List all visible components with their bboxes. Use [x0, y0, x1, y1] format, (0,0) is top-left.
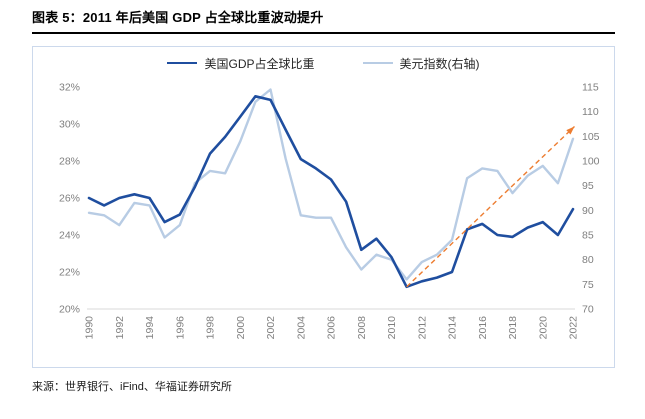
left-axis-tick: 22% — [59, 267, 80, 279]
x-axis-tick: 1994 — [144, 316, 156, 340]
x-axis-tick: 2014 — [447, 316, 459, 340]
x-axis-tick: 2006 — [326, 316, 338, 340]
legend-label-dollar-index: 美元指数(右轴) — [399, 56, 480, 71]
left-axis-tick: 32% — [59, 82, 80, 94]
chart-legend: 美国GDP占全球比重 美元指数(右轴) — [33, 55, 614, 71]
x-axis-tick: 1998 — [205, 316, 217, 340]
right-axis-tick: 85 — [582, 230, 594, 242]
right-axis-tick: 90 — [582, 205, 594, 217]
dollar-index-line-swatch — [362, 61, 393, 65]
line-chart: 20% 22% 24% 26% 28% 30% 32% 70 75 80 85 90 95 100 105 1… — [59, 82, 600, 340]
x-axis-tick: 1996 — [174, 316, 186, 340]
dollar-index-line — [87, 88, 575, 281]
x-axis-tick: 2010 — [386, 316, 398, 340]
right-axis-tick: 105 — [582, 131, 600, 143]
left-axis-tick: 26% — [59, 193, 80, 205]
x-axis-tick: 2020 — [537, 316, 549, 340]
x-axis-tick: 2008 — [356, 316, 368, 340]
left-axis-tick: 28% — [59, 156, 80, 168]
right-axis-tick: 110 — [582, 106, 599, 118]
x-axis-tick: 1990 — [84, 316, 96, 340]
chart-panel: 美国GDP占全球比重 美元指数(右轴) 20% 22% 24% 26% 28% 30% 32… — [32, 46, 615, 368]
left-axis-tick: 30% — [59, 119, 80, 131]
right-axis-tick: 115 — [582, 82, 599, 94]
trend-arrow-line — [406, 125, 575, 288]
x-axis-tick: 2004 — [295, 316, 307, 340]
left-axis-tick: 24% — [59, 230, 80, 242]
source-note: 来源：世界银行、iFind、华福证券研究所 — [32, 381, 232, 393]
legend-item-dollar-index: 美元指数(右轴) — [362, 55, 480, 72]
right-axis-tick: 80 — [582, 254, 594, 266]
gdp-line-swatch — [167, 61, 198, 65]
x-axis-tick: 2022 — [568, 316, 580, 340]
title-divider — [32, 32, 615, 34]
figure-title: 图表 5：2011 年后美国 GDP 占全球比重波动提升 — [32, 10, 324, 25]
right-axis-tick: 75 — [582, 279, 594, 291]
trend-arrow-head — [566, 126, 575, 135]
legend-item-gdp-share: 美国GDP占全球比重 — [167, 55, 315, 72]
x-axis-tick: 2012 — [416, 316, 428, 340]
x-axis-tick: 2018 — [507, 316, 519, 340]
left-axis-tick: 20% — [59, 304, 80, 316]
x-axis-tick: 1992 — [114, 316, 126, 340]
x-axis-tick: 2016 — [477, 316, 489, 340]
x-axis-tick: 2002 — [265, 316, 277, 340]
legend-label-gdp-share: 美国GDP占全球比重 — [204, 56, 315, 71]
right-axis-tick: 95 — [582, 180, 594, 192]
x-axis-tick: 2000 — [235, 316, 247, 340]
gdp-share-line — [87, 94, 575, 289]
right-axis-tick: 100 — [582, 156, 600, 168]
right-axis-tick: 70 — [582, 304, 594, 316]
